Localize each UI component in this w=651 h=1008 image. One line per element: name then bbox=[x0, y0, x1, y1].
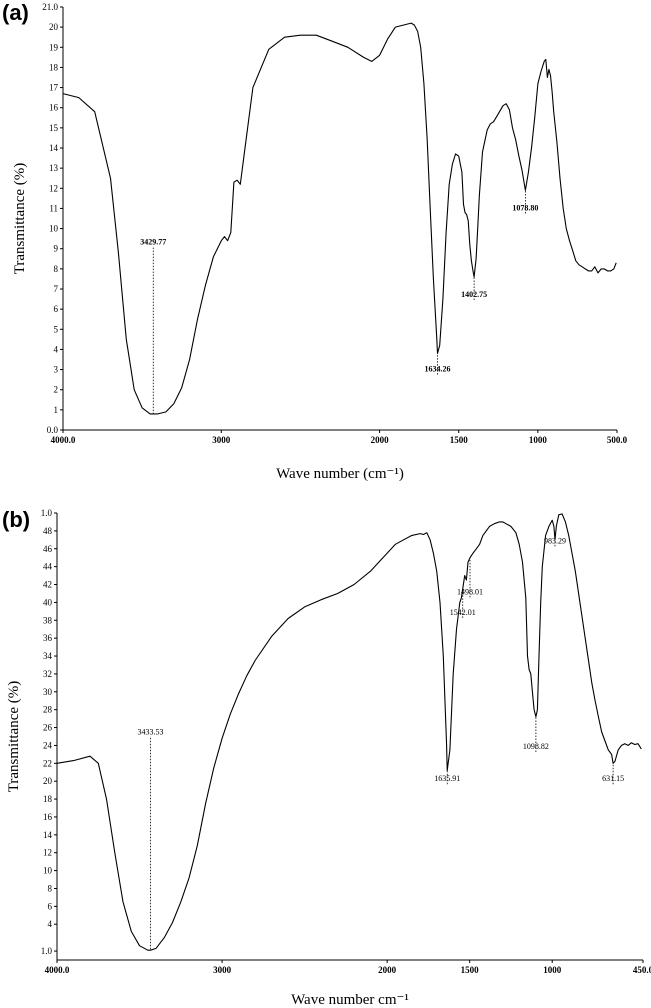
y-tick-label: 5 bbox=[54, 324, 59, 334]
y-tick-label: 9 bbox=[54, 244, 59, 254]
y-tick-label: 16 bbox=[43, 812, 53, 822]
y-tick-label: 24 bbox=[43, 740, 53, 750]
y-tick-label: 11 bbox=[49, 203, 58, 213]
peak-label: 1078.80 bbox=[512, 203, 538, 212]
y-tick-label: 12 bbox=[43, 848, 52, 858]
peak-label: 1635.91 bbox=[434, 774, 460, 783]
y-tick-label: 22 bbox=[43, 758, 52, 768]
y-tick-label: 14 bbox=[43, 830, 53, 840]
y-tick-label: 42 bbox=[43, 580, 52, 590]
y-tick-label: 44 bbox=[43, 562, 53, 572]
y-tick-label: 7 bbox=[54, 284, 59, 294]
x-tick-label: 4000.0 bbox=[51, 435, 76, 445]
x-tick-label: 4000.0 bbox=[45, 965, 70, 975]
y-tick-label: 3 bbox=[54, 365, 59, 375]
y-tick-label: 40 bbox=[43, 597, 53, 607]
y-tick-label: 13 bbox=[49, 163, 59, 173]
x-tick-label: 1000 bbox=[543, 965, 562, 975]
x-tick-label: 1500 bbox=[461, 965, 480, 975]
peak-label: 1634.26 bbox=[424, 365, 450, 374]
y-tick-label: 4 bbox=[54, 344, 59, 354]
peak-label: 983.29 bbox=[544, 536, 566, 545]
y-tick-label: 46 bbox=[43, 544, 53, 554]
chart-panel-a: (a)0.0123456789101112131415161718192021.… bbox=[2, 0, 628, 482]
x-tick-label: 1500 bbox=[450, 435, 469, 445]
y-axis-title: Transmittance (%) bbox=[12, 163, 28, 275]
x-tick-label: 2000 bbox=[378, 965, 397, 975]
x-tick-label: 3000 bbox=[213, 965, 232, 975]
x-tick-label: 1000 bbox=[529, 435, 548, 445]
y-tick-label: 16 bbox=[49, 103, 59, 113]
y-tick-label: 48 bbox=[43, 526, 53, 536]
peak-label: 631.15 bbox=[602, 774, 624, 783]
y-tick-label: 1.0 bbox=[41, 946, 53, 956]
spectrum-line bbox=[56, 513, 642, 951]
y-tick-label: 6 bbox=[54, 304, 59, 314]
y-tick-label: 8 bbox=[54, 264, 59, 274]
x-tick-label: 3000 bbox=[212, 435, 231, 445]
y-tick-label: 6 bbox=[48, 901, 53, 911]
y-tick-label: 0.0 bbox=[47, 425, 59, 435]
y-tick-label: 28 bbox=[43, 705, 53, 715]
y-tick-label: 19 bbox=[49, 42, 59, 52]
y-tick-label: 38 bbox=[43, 615, 53, 625]
x-axis-title: Wave number (cm⁻¹) bbox=[276, 466, 404, 482]
y-tick-label: 14 bbox=[49, 143, 59, 153]
x-tick-label: 450.0 bbox=[633, 965, 651, 975]
x-tick-label: 2000 bbox=[371, 435, 390, 445]
y-tick-label: 36 bbox=[43, 633, 53, 643]
y-tick-label: 10 bbox=[43, 866, 53, 876]
y-tick-label: 32 bbox=[43, 669, 52, 679]
peak-label: 1498.01 bbox=[457, 587, 483, 596]
peak-label: 3433.53 bbox=[138, 728, 164, 737]
y-tick-label: 12 bbox=[49, 183, 58, 193]
x-axis-title: Wave number cm⁻¹ bbox=[291, 992, 409, 1008]
y-tick-label: 15 bbox=[49, 123, 59, 133]
y-tick-label: 21.0 bbox=[42, 2, 58, 12]
y-tick-label: 17 bbox=[49, 83, 59, 93]
y-tick-label: 26 bbox=[43, 723, 53, 733]
y-tick-label: 2 bbox=[54, 385, 59, 395]
peak-label: 1542.01 bbox=[450, 608, 476, 617]
spectrum-line bbox=[62, 22, 617, 415]
peak-label: 1098.82 bbox=[523, 742, 549, 751]
chart-panel-b: (b)1.04681012141618202224262830323436384… bbox=[2, 507, 651, 1008]
panel-label: (b) bbox=[2, 507, 30, 532]
y-tick-label: 18 bbox=[49, 62, 59, 72]
peak-label: 3429.77 bbox=[140, 238, 166, 247]
y-tick-label: 1.0 bbox=[41, 508, 53, 518]
x-tick-label: 500.0 bbox=[607, 435, 628, 445]
y-tick-label: 18 bbox=[43, 794, 53, 804]
y-tick-label: 30 bbox=[43, 687, 53, 697]
peak-label: 1402.75 bbox=[461, 290, 487, 299]
y-tick-label: 10 bbox=[49, 224, 59, 234]
y-tick-label: 1 bbox=[54, 405, 59, 415]
y-tick-label: 20 bbox=[49, 22, 59, 32]
y-axis-title: Transmittance (%) bbox=[6, 681, 22, 793]
y-tick-label: 4 bbox=[48, 919, 53, 929]
y-tick-label: 8 bbox=[48, 883, 53, 893]
y-tick-label: 34 bbox=[43, 651, 53, 661]
y-tick-label: 20 bbox=[43, 776, 53, 786]
panel-label: (a) bbox=[2, 0, 29, 25]
